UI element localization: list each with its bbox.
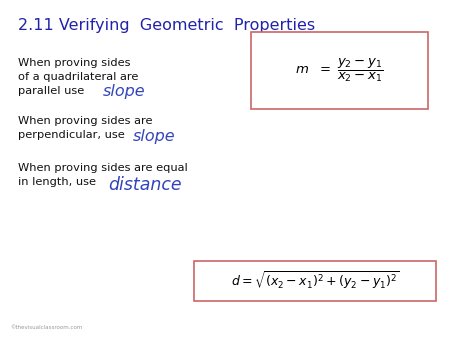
Text: $d = \sqrt{(x_2 - x_1)^2 + (y_2 - y_1)^2}$: $d = \sqrt{(x_2 - x_1)^2 + (y_2 - y_1)^2… [230,270,400,292]
Text: slope: slope [133,129,176,144]
Text: When proving sides: When proving sides [18,58,130,68]
Text: in length, use: in length, use [18,177,99,187]
FancyBboxPatch shape [194,261,436,301]
Text: of a quadrilateral are: of a quadrilateral are [18,72,139,82]
Text: 2.11 Verifying  Geometric  Properties: 2.11 Verifying Geometric Properties [18,18,315,33]
Text: slope: slope [103,84,146,99]
Text: parallel use: parallel use [18,86,88,96]
FancyBboxPatch shape [251,32,428,109]
Text: When proving sides are equal: When proving sides are equal [18,163,188,173]
Text: When proving sides are: When proving sides are [18,116,153,126]
Text: distance: distance [108,176,182,194]
Text: $m\ \ =\ \dfrac{y_2 - y_1}{x_2 - x_1}$: $m\ \ =\ \dfrac{y_2 - y_1}{x_2 - x_1}$ [295,57,384,84]
Text: perpendicular, use: perpendicular, use [18,130,128,140]
Text: ©thevisualclassroom.com: ©thevisualclassroom.com [10,325,82,330]
